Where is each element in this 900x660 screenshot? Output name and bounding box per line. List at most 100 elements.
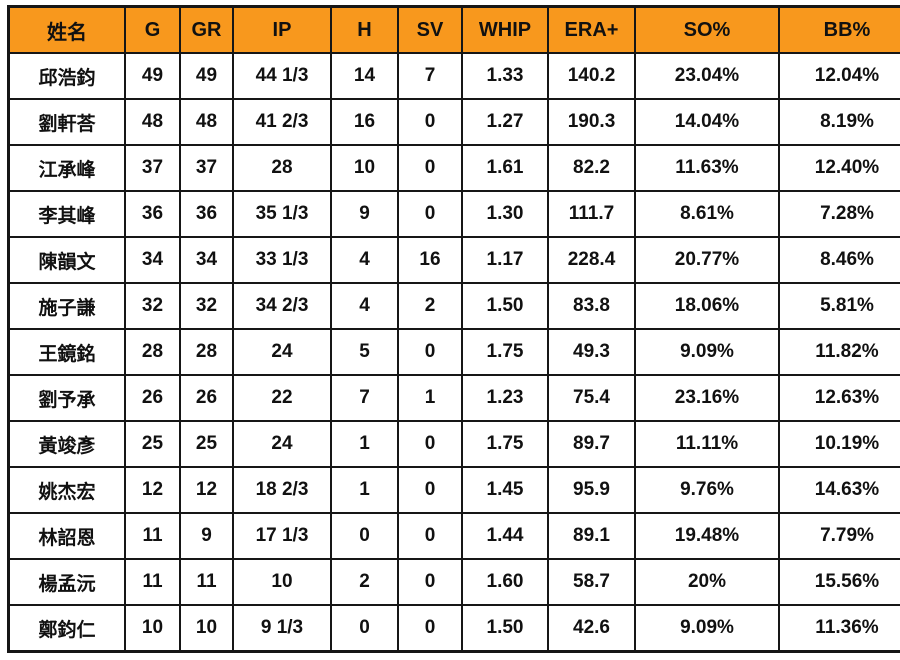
- stat-cell: 1.33: [461, 52, 549, 100]
- col-header-h: H: [330, 5, 399, 54]
- col-header-bb-pct: BB%: [778, 5, 900, 54]
- table-row: 劉予承 26 26 22 7 1 1.23 75.4 23.16% 12.63%: [7, 374, 900, 422]
- stat-cell: 1.60: [461, 558, 549, 606]
- player-name-cell: 姚杰宏: [7, 466, 126, 514]
- stat-cell: 111.7: [547, 190, 636, 238]
- stat-cell: 34: [179, 236, 234, 284]
- stat-cell: 7.28%: [778, 190, 900, 238]
- stat-cell: 34 2/3: [232, 282, 332, 330]
- table-row: 邱浩鈞 49 49 44 1/3 14 7 1.33 140.2 23.04% 12.04%: [7, 52, 900, 100]
- table-row: 陳韻文 34 34 33 1/3 4 16 1.17 228.4 20.77% 8.46%: [7, 236, 900, 284]
- pitching-stats-table-container: 姓名 G GR IP H SV WHIP ERA+ SO% BB% 邱浩鈞 49 49 44 1/3 14…: [7, 5, 900, 653]
- stat-cell: 32: [179, 282, 234, 330]
- table-body: 邱浩鈞 49 49 44 1/3 14 7 1.33 140.2 23.04% 12.04% 劉軒荅…: [7, 52, 900, 653]
- stat-cell: 1.27: [461, 98, 549, 146]
- stat-cell: 34: [124, 236, 181, 284]
- stat-cell: 228.4: [547, 236, 636, 284]
- col-header-whip: WHIP: [461, 5, 549, 54]
- stat-cell: 49: [179, 52, 234, 100]
- stat-cell: 1.75: [461, 420, 549, 468]
- stat-cell: 10: [179, 604, 234, 653]
- stat-cell: 10.19%: [778, 420, 900, 468]
- stat-cell: 95.9: [547, 466, 636, 514]
- stat-cell: 35 1/3: [232, 190, 332, 238]
- stat-cell: 32: [124, 282, 181, 330]
- stat-cell: 36: [179, 190, 234, 238]
- stat-cell: 20.77%: [634, 236, 780, 284]
- stat-cell: 1: [330, 466, 399, 514]
- col-header-name: 姓名: [7, 5, 126, 54]
- stat-cell: 42.6: [547, 604, 636, 653]
- stat-cell: 2: [397, 282, 463, 330]
- player-name-cell: 楊孟沅: [7, 558, 126, 606]
- col-header-era-plus: ERA+: [547, 5, 636, 54]
- table-row: 楊孟沅 11 11 10 2 0 1.60 58.7 20% 15.56%: [7, 558, 900, 606]
- player-name-cell: 邱浩鈞: [7, 52, 126, 100]
- stat-cell: 28: [232, 144, 332, 192]
- stat-cell: 89.1: [547, 512, 636, 560]
- stat-cell: 9.09%: [634, 328, 780, 376]
- table-row: 黃竣彥 25 25 24 1 0 1.75 89.7 11.11% 10.19%: [7, 420, 900, 468]
- stat-cell: 16: [330, 98, 399, 146]
- stat-cell: 37: [179, 144, 234, 192]
- stat-cell: 12: [179, 466, 234, 514]
- stat-cell: 33 1/3: [232, 236, 332, 284]
- stat-cell: 1.17: [461, 236, 549, 284]
- stat-cell: 0: [397, 144, 463, 192]
- table-row: 鄭鈞仁 10 10 9 1/3 0 0 1.50 42.6 9.09% 11.36%: [7, 604, 900, 653]
- stat-cell: 16: [397, 236, 463, 284]
- stat-cell: 5.81%: [778, 282, 900, 330]
- col-header-ip: IP: [232, 5, 332, 54]
- player-name-cell: 陳韻文: [7, 236, 126, 284]
- stat-cell: 8.19%: [778, 98, 900, 146]
- col-header-g: G: [124, 5, 181, 54]
- stat-cell: 10: [124, 604, 181, 653]
- stat-cell: 20%: [634, 558, 780, 606]
- stat-cell: 26: [124, 374, 181, 422]
- table-row: 江承峰 37 37 28 10 0 1.61 82.2 11.63% 12.40%: [7, 144, 900, 192]
- stat-cell: 0: [330, 604, 399, 653]
- stat-cell: 28: [179, 328, 234, 376]
- player-name-cell: 江承峰: [7, 144, 126, 192]
- table-row: 林詔恩 11 9 17 1/3 0 0 1.44 89.1 19.48% 7.79%: [7, 512, 900, 560]
- stat-cell: 28: [124, 328, 181, 376]
- player-name-cell: 鄭鈞仁: [7, 604, 126, 653]
- stat-cell: 41 2/3: [232, 98, 332, 146]
- stat-cell: 7: [330, 374, 399, 422]
- player-name-cell: 劉軒荅: [7, 98, 126, 146]
- table-row: 施子謙 32 32 34 2/3 4 2 1.50 83.8 18.06% 5.81%: [7, 282, 900, 330]
- stat-cell: 12.63%: [778, 374, 900, 422]
- stat-cell: 11.36%: [778, 604, 900, 653]
- stat-cell: 12.40%: [778, 144, 900, 192]
- table-row: 王鏡銘 28 28 24 5 0 1.75 49.3 9.09% 11.82%: [7, 328, 900, 376]
- table-row: 劉軒荅 48 48 41 2/3 16 0 1.27 190.3 14.04% 8.19%: [7, 98, 900, 146]
- stat-cell: 0: [397, 604, 463, 653]
- player-name-cell: 李其峰: [7, 190, 126, 238]
- stat-cell: 22: [232, 374, 332, 422]
- stat-cell: 37: [124, 144, 181, 192]
- stat-cell: 9.09%: [634, 604, 780, 653]
- stat-cell: 18.06%: [634, 282, 780, 330]
- stat-cell: 12.04%: [778, 52, 900, 100]
- stat-cell: 25: [124, 420, 181, 468]
- col-header-gr: GR: [179, 5, 234, 54]
- stat-cell: 0: [397, 420, 463, 468]
- stat-cell: 23.16%: [634, 374, 780, 422]
- stat-cell: 36: [124, 190, 181, 238]
- stat-cell: 15.56%: [778, 558, 900, 606]
- stat-cell: 10: [232, 558, 332, 606]
- stat-cell: 1: [397, 374, 463, 422]
- player-name-cell: 黃竣彥: [7, 420, 126, 468]
- player-name-cell: 劉予承: [7, 374, 126, 422]
- stat-cell: 8.46%: [778, 236, 900, 284]
- stat-cell: 1: [330, 420, 399, 468]
- player-name-cell: 王鏡銘: [7, 328, 126, 376]
- stat-cell: 0: [397, 558, 463, 606]
- stat-cell: 9.76%: [634, 466, 780, 514]
- stat-cell: 1.75: [461, 328, 549, 376]
- stat-cell: 49.3: [547, 328, 636, 376]
- stat-cell: 0: [397, 512, 463, 560]
- stat-cell: 9 1/3: [232, 604, 332, 653]
- stat-cell: 1.30: [461, 190, 549, 238]
- pitching-stats-table: 姓名 G GR IP H SV WHIP ERA+ SO% BB% 邱浩鈞 49 49 44 1/3 14…: [7, 5, 900, 653]
